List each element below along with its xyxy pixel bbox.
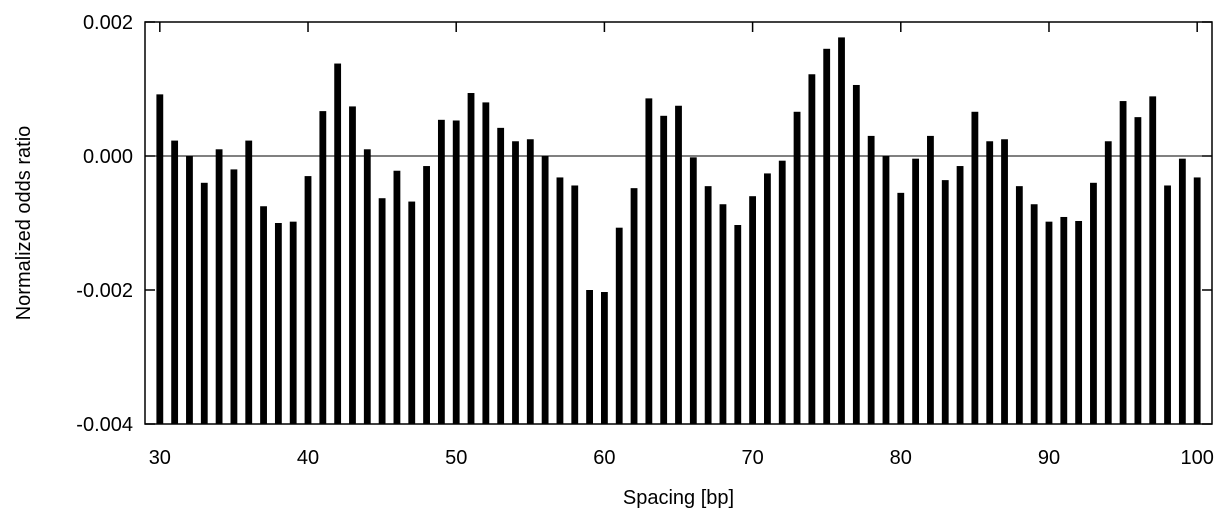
bar-73 bbox=[793, 111, 801, 424]
bar-35 bbox=[230, 169, 238, 424]
bar-59 bbox=[586, 290, 593, 424]
bar-72 bbox=[778, 160, 786, 424]
bar-57 bbox=[556, 177, 564, 424]
bar-62 bbox=[630, 188, 638, 424]
bar-82 bbox=[927, 135, 934, 424]
y-tick-label-3: 0.002 bbox=[83, 12, 133, 34]
bar-49 bbox=[437, 119, 445, 424]
bar-68 bbox=[719, 204, 727, 424]
bar-54 bbox=[512, 141, 519, 424]
bar-75 bbox=[823, 48, 831, 425]
x-axis-title: Spacing [bp] bbox=[623, 487, 734, 509]
x-tick-label-90: 90 bbox=[1038, 447, 1060, 469]
bar-100 bbox=[1193, 177, 1201, 424]
bar-95 bbox=[1119, 101, 1127, 424]
bar-87 bbox=[1001, 139, 1008, 424]
y-tick-label-1: -0.002 bbox=[76, 280, 133, 302]
bar-94 bbox=[1104, 141, 1112, 424]
bar-88 bbox=[1015, 186, 1023, 424]
x-tick-label-50: 50 bbox=[445, 447, 467, 469]
bar-90 bbox=[1045, 221, 1053, 424]
bar-74 bbox=[808, 74, 816, 424]
x-axis: 30 40 50 60 70 80 90 100 bbox=[149, 22, 1214, 469]
bar-86 bbox=[986, 141, 994, 424]
x-tick-label-80: 80 bbox=[890, 447, 912, 469]
bar-51 bbox=[467, 93, 475, 425]
bar-96 bbox=[1134, 117, 1142, 424]
y-tick-label-2: 0.000 bbox=[83, 146, 133, 168]
bar-98 bbox=[1164, 185, 1171, 424]
bar-47 bbox=[408, 201, 416, 424]
bar-64 bbox=[660, 115, 668, 425]
bar-69 bbox=[734, 225, 742, 424]
x-tick-label-40: 40 bbox=[297, 447, 319, 469]
x-tick-label-100: 100 bbox=[1180, 447, 1213, 469]
bar-77 bbox=[852, 84, 860, 424]
bar-84 bbox=[956, 166, 964, 425]
bar-33 bbox=[200, 182, 208, 424]
x-tick-label-70: 70 bbox=[741, 447, 763, 469]
bar-63 bbox=[645, 98, 653, 424]
bar-46 bbox=[393, 170, 401, 424]
bar-76 bbox=[838, 37, 845, 424]
bar-70 bbox=[749, 196, 757, 424]
bar-31 bbox=[171, 140, 179, 424]
bar-41 bbox=[319, 111, 327, 425]
bar-99 bbox=[1178, 158, 1186, 424]
bar-61 bbox=[615, 227, 623, 424]
bar-52 bbox=[482, 102, 490, 425]
x-tick-label-30: 30 bbox=[149, 447, 171, 469]
bar-81 bbox=[912, 158, 920, 424]
bar-39 bbox=[289, 221, 297, 424]
bar-38 bbox=[274, 223, 282, 424]
bars-group bbox=[156, 37, 1201, 425]
bar-67 bbox=[704, 186, 712, 424]
bar-91 bbox=[1060, 216, 1068, 424]
bar-66 bbox=[689, 157, 697, 424]
y-tick-label-0: -0.004 bbox=[76, 414, 133, 436]
bar-60 bbox=[600, 292, 608, 424]
y-axis: -0.004 -0.002 0.000 0.002 bbox=[76, 12, 1212, 436]
bar-34 bbox=[215, 149, 223, 425]
bar-97 bbox=[1149, 96, 1157, 425]
y-axis-title: Normalized odds ratio bbox=[13, 126, 35, 321]
bar-42 bbox=[334, 63, 342, 424]
bar-32 bbox=[186, 156, 193, 424]
bar-50 bbox=[452, 120, 460, 425]
bar-53 bbox=[497, 127, 505, 425]
bar-30 bbox=[156, 94, 164, 425]
bar-48 bbox=[423, 166, 430, 425]
bar-40 bbox=[304, 176, 312, 424]
bar-55 bbox=[526, 139, 534, 424]
bar-78 bbox=[867, 135, 875, 424]
bar-43 bbox=[349, 106, 356, 425]
bar-93 bbox=[1090, 182, 1097, 424]
bar-44 bbox=[363, 149, 371, 425]
bar-65 bbox=[675, 105, 682, 424]
bar-45 bbox=[378, 198, 386, 424]
bar-92 bbox=[1075, 220, 1083, 424]
bar-83 bbox=[941, 180, 949, 424]
bar-71 bbox=[764, 173, 771, 424]
bar-79 bbox=[882, 156, 890, 424]
bar-89 bbox=[1030, 204, 1038, 424]
bar-80 bbox=[897, 192, 905, 424]
plot-frame bbox=[144, 21, 1213, 425]
bar-36 bbox=[245, 140, 253, 424]
bar-85 bbox=[971, 111, 979, 424]
x-tick-label-60: 60 bbox=[593, 447, 615, 469]
bar-56 bbox=[541, 156, 549, 424]
bar-37 bbox=[260, 206, 267, 424]
bar-58 bbox=[571, 185, 579, 424]
